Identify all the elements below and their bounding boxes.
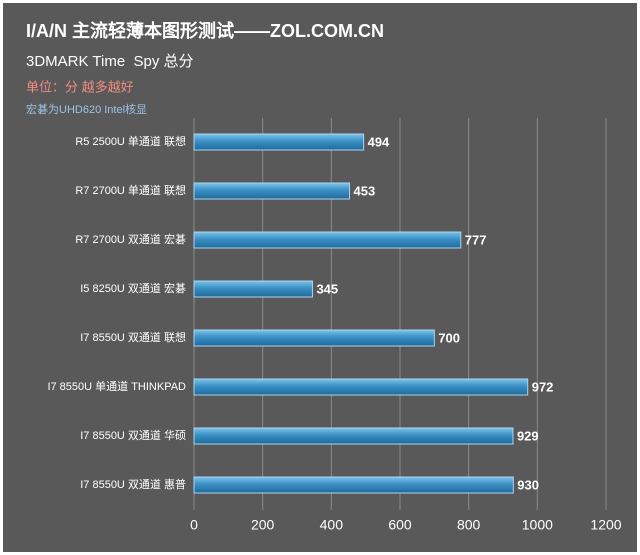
bar bbox=[193, 476, 514, 494]
x-tick-label: 400 bbox=[320, 517, 344, 533]
note: 宏碁为UHD620 Intel核显 bbox=[26, 102, 147, 116]
value-label: 345 bbox=[316, 281, 338, 296]
bar bbox=[193, 329, 435, 347]
y-tick-label: I7 8550U 双通道 惠普 bbox=[80, 477, 186, 491]
bar bbox=[193, 231, 462, 249]
value-label: 700 bbox=[438, 330, 460, 345]
value-label: 929 bbox=[517, 428, 539, 443]
background bbox=[3, 3, 637, 552]
bar bbox=[193, 280, 313, 298]
x-tick-label: 200 bbox=[251, 517, 275, 533]
x-tick-label: 800 bbox=[457, 517, 481, 533]
unit-note: 单位：分 越多越好 bbox=[26, 79, 134, 94]
bar bbox=[193, 378, 529, 396]
bar bbox=[193, 133, 365, 151]
value-label: 494 bbox=[368, 134, 390, 149]
y-tick-label: R5 2500U 单通道 联想 bbox=[75, 134, 186, 148]
y-tick-label: I7 8550U 双通道 联想 bbox=[80, 330, 186, 344]
x-tick-label: 0 bbox=[190, 517, 198, 533]
chart-subtitle: 3DMARK Time Spy 总分 bbox=[26, 53, 194, 70]
bar bbox=[193, 182, 351, 200]
bar bbox=[193, 427, 514, 445]
x-tick-label: 600 bbox=[388, 517, 412, 533]
value-label: 930 bbox=[517, 477, 539, 492]
y-tick-label: I7 8550U 双通道 华硕 bbox=[80, 428, 186, 442]
value-label: 453 bbox=[354, 183, 376, 198]
value-label: 777 bbox=[465, 232, 487, 247]
y-tick-label: I7 8550U 单通道 THINKPAD bbox=[47, 379, 186, 393]
y-tick-label: R7 2700U 单通道 联想 bbox=[75, 183, 186, 197]
x-tick-label: 1000 bbox=[522, 517, 553, 533]
chart-title: I/A/N 主流轻薄本图形测试——ZOL.COM.CN bbox=[26, 20, 384, 41]
value-label: 972 bbox=[532, 379, 554, 394]
y-tick-label: I5 8250U 双通道 宏碁 bbox=[80, 281, 186, 295]
x-tick-label: 1200 bbox=[590, 517, 621, 533]
y-tick-label: R7 2700U 双通道 宏碁 bbox=[75, 232, 186, 246]
